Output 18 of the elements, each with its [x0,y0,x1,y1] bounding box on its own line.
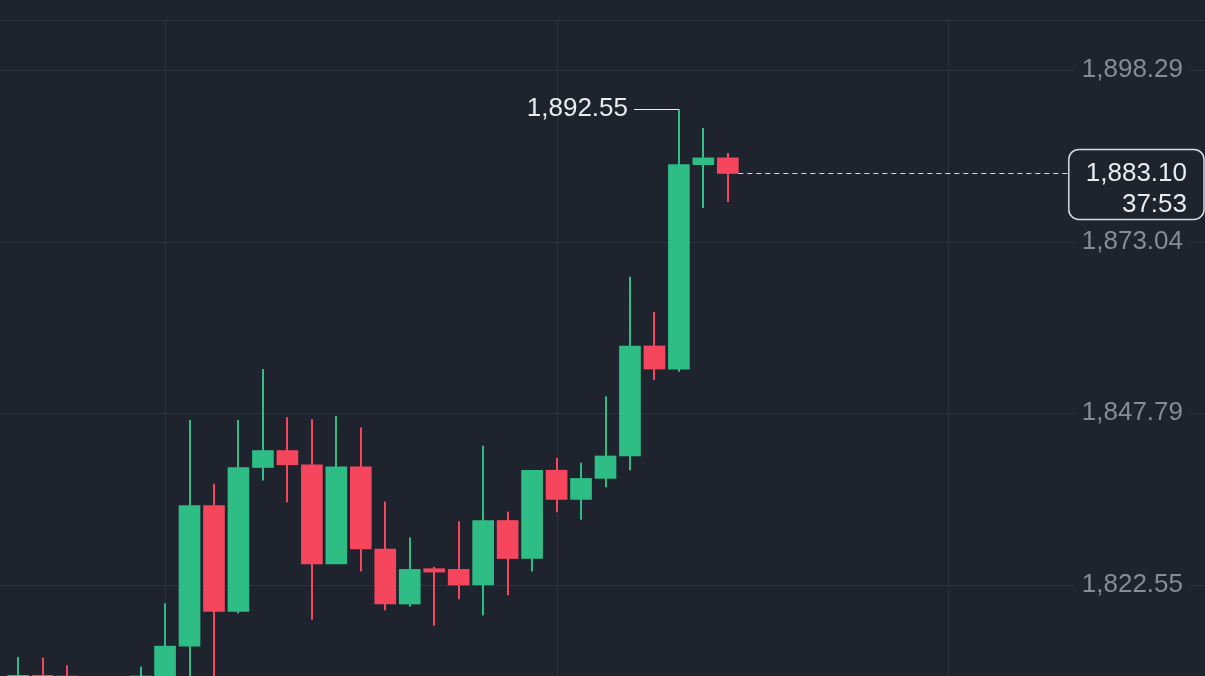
candlestick [7,655,30,676]
candlestick [447,520,470,601]
candlestick [594,395,617,489]
annotation: 1,892.55 [526,92,628,123]
candlestick [276,416,299,504]
candlestick [717,152,739,203]
y-tick-label: 1,898.29 [1081,53,1183,84]
y-tick-label: 1,847.79 [1081,396,1183,427]
ref-line-label: 1,883.10 [1085,156,1187,187]
y-tick-label: 1,822.55 [1081,567,1183,598]
candlestick [423,565,446,627]
candlestick [692,126,715,210]
candlestick [570,461,592,521]
candlestick [31,656,54,676]
y-tick-label: 1,873.04 [1081,224,1183,255]
candlestick [643,311,666,381]
annotation: 37:53 [1121,187,1187,218]
candlestick [252,368,274,482]
